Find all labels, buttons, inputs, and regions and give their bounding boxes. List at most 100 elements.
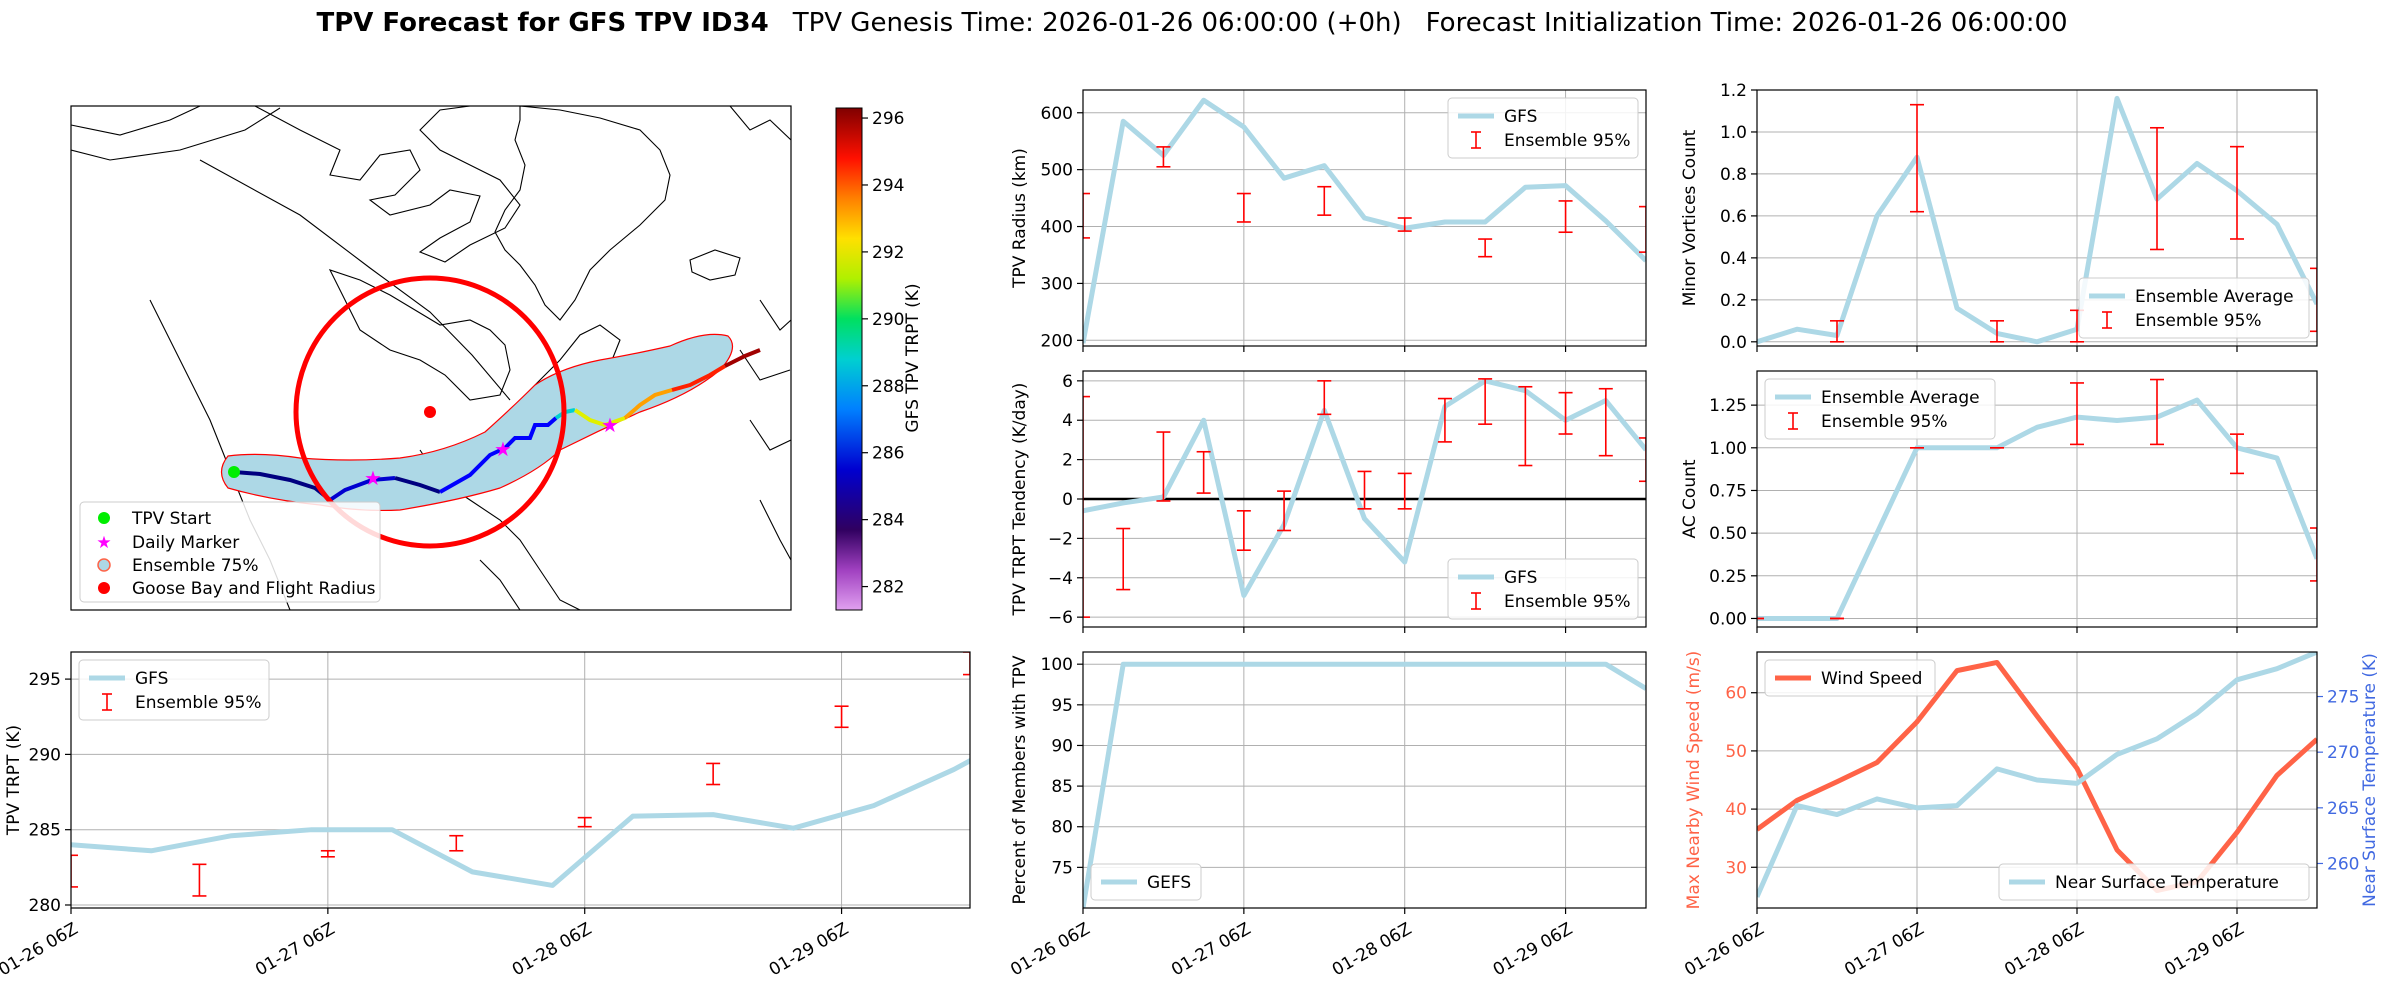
legend-box <box>1447 558 1639 620</box>
colorbar-tick-label: 292 <box>872 243 904 263</box>
wind-temperature-chart: 260 265 270 275 Near Surface Temperature (K)… <box>1681 651 2380 981</box>
y-tick-label: 30 <box>1725 858 1747 878</box>
errorbar <box>2070 382 2084 446</box>
x-tick-label: 01-28 06Z <box>2001 919 2087 980</box>
track-segment-3 <box>394 476 441 494</box>
legend-label: GFS <box>135 669 168 689</box>
y-tick-label: 295 <box>29 670 61 690</box>
legend-label: GFS <box>1504 568 1537 588</box>
legend: GEFS <box>1090 863 1202 901</box>
x-tick-label: 01-27 06Z <box>1841 919 1927 980</box>
colorbar-ticks: 282 284 286 288 290 292 294 296 <box>862 109 904 598</box>
ac-count-chart: 0.00 0.25 0.50 0.75 1.00 1.25 AC Count Ensemble… <box>1680 370 2318 633</box>
errorbar <box>1830 320 1844 343</box>
legend-label: Wind Speed <box>1821 669 1922 689</box>
errorbar <box>1437 397 1452 443</box>
errorbar <box>1236 192 1251 223</box>
series-line-wind-speed <box>1757 659 2317 894</box>
legend: GFS Ensemble 95% <box>1447 97 1639 159</box>
y-tick-label: 290 <box>29 745 61 765</box>
y-tick-label: 90 <box>1051 736 1073 756</box>
y-tick-label: 0.75 <box>1709 481 1747 501</box>
legend-label: Near Surface Temperature <box>2055 873 2279 893</box>
goose-bay-marker <box>424 406 436 418</box>
title-init: Forecast Initialization Time: 2026-01-26… <box>1426 8 2068 38</box>
track-segment-7 <box>623 388 673 420</box>
track-segment-4 <box>439 416 558 494</box>
errorbar <box>2230 433 2244 475</box>
track-segment-6 <box>573 408 626 428</box>
y-axis-label: TPV TRPT (K) <box>4 725 24 836</box>
series-line-gfs <box>71 757 970 888</box>
errorbar <box>1083 395 1090 618</box>
right-axis-label: Near Surface Temperature (K) <box>2360 653 2380 907</box>
errorbar <box>1196 450 1211 494</box>
colorbar-tick-label: 284 <box>872 511 904 531</box>
map-panel: ★ ★ ★ TPV Start ★ Daily Marker Ensemble … <box>70 105 923 611</box>
right-tick-label: 260 <box>2327 854 2359 874</box>
errorbar <box>71 854 78 888</box>
errorbar <box>1639 205 1646 253</box>
x-tick-label: 01-26 06Z <box>0 919 82 980</box>
legend: GFS Ensemble 95% <box>78 659 270 721</box>
axes-frame <box>1082 89 1647 347</box>
minor-vortices-chart: 0.0 0.2 0.4 0.6 0.8 1.0 1.2 Minor Vortices Coun… <box>1680 81 2318 353</box>
errorbar <box>1518 385 1533 467</box>
errorbar <box>1558 391 1573 435</box>
errorbar <box>2150 378 2164 446</box>
plot-area <box>1757 652 2317 898</box>
y-tick-label: 0.4 <box>1720 249 1747 269</box>
y-tick-label: 0.50 <box>1709 524 1747 544</box>
title-genesis: TPV Genesis Time: 2026-01-26 06:00:00 (+… <box>792 8 1402 38</box>
legend: Ensemble Average Ensemble 95% <box>2078 277 2310 339</box>
series-line-gefs <box>1083 661 1646 908</box>
errorbar <box>834 705 849 729</box>
y-tick-label: 0.25 <box>1709 567 1747 587</box>
legend-label: Ensemble Average <box>1821 388 1980 408</box>
errorbar <box>1639 437 1646 483</box>
x-tick-label: 01-28 06Z <box>509 919 595 980</box>
errorbar <box>1397 472 1412 510</box>
legend-label: Ensemble 95% <box>135 693 262 713</box>
colorbar-tick-label: 294 <box>872 176 904 196</box>
errorbar <box>2150 126 2164 251</box>
map-legend: TPV Start ★ Daily Marker Ensemble 75% Go… <box>79 501 381 603</box>
plot-area <box>1757 378 2317 621</box>
legend-start-swatch <box>98 512 110 524</box>
errorbar <box>192 863 207 897</box>
x-tick-label: 01-29 06Z <box>2161 919 2247 980</box>
legend-box <box>1447 97 1639 159</box>
y-tick-label: −6 <box>1048 608 1073 628</box>
y-tick-label: 400 <box>1041 218 1073 238</box>
coastline-alaska <box>71 106 281 161</box>
track-segment-9 <box>724 348 761 368</box>
colorbar-tick-label: 288 <box>872 377 904 397</box>
errorbar <box>706 762 721 786</box>
trpt-tendency-chart: −6 −4 −2 0 2 4 6 TPV TRPT Tendency (K/day) GFS En… <box>1010 370 1647 633</box>
right-tick-label: 275 <box>2327 688 2359 708</box>
y-tick-label: 100 <box>1041 655 1073 675</box>
x-tick-label: 01-27 06Z <box>1168 919 1254 980</box>
errorbar <box>1116 527 1131 591</box>
title-bold: TPV Forecast for GFS TPV ID34 <box>316 8 768 38</box>
legend-ensemble75-swatch <box>97 558 111 572</box>
errorbar <box>2310 267 2317 333</box>
legend-daily-swatch: ★ <box>96 533 111 553</box>
y-tick-label: 1.00 <box>1709 439 1747 459</box>
x-tick-label: 01-27 06Z <box>252 919 338 980</box>
y-tick-label: 0 <box>1062 490 1073 510</box>
y-axis-label: TPV Radius (km) <box>1010 148 1030 289</box>
y-tick-label: −4 <box>1048 569 1073 589</box>
legend-goosebay-swatch <box>98 582 110 594</box>
y-tick-label: 500 <box>1041 161 1073 181</box>
plot-area <box>71 652 970 897</box>
flight-radius-circle <box>293 275 567 549</box>
coastline-hudson-bay <box>328 269 511 401</box>
x-tick-label: 01-28 06Z <box>1329 919 1415 980</box>
y-tick-label: 95 <box>1051 696 1073 716</box>
errorbar <box>2230 145 2244 240</box>
y-axis-label: AC Count <box>1680 459 1700 538</box>
y-tick-label: 60 <box>1725 684 1747 704</box>
coastline-europe <box>729 106 791 561</box>
